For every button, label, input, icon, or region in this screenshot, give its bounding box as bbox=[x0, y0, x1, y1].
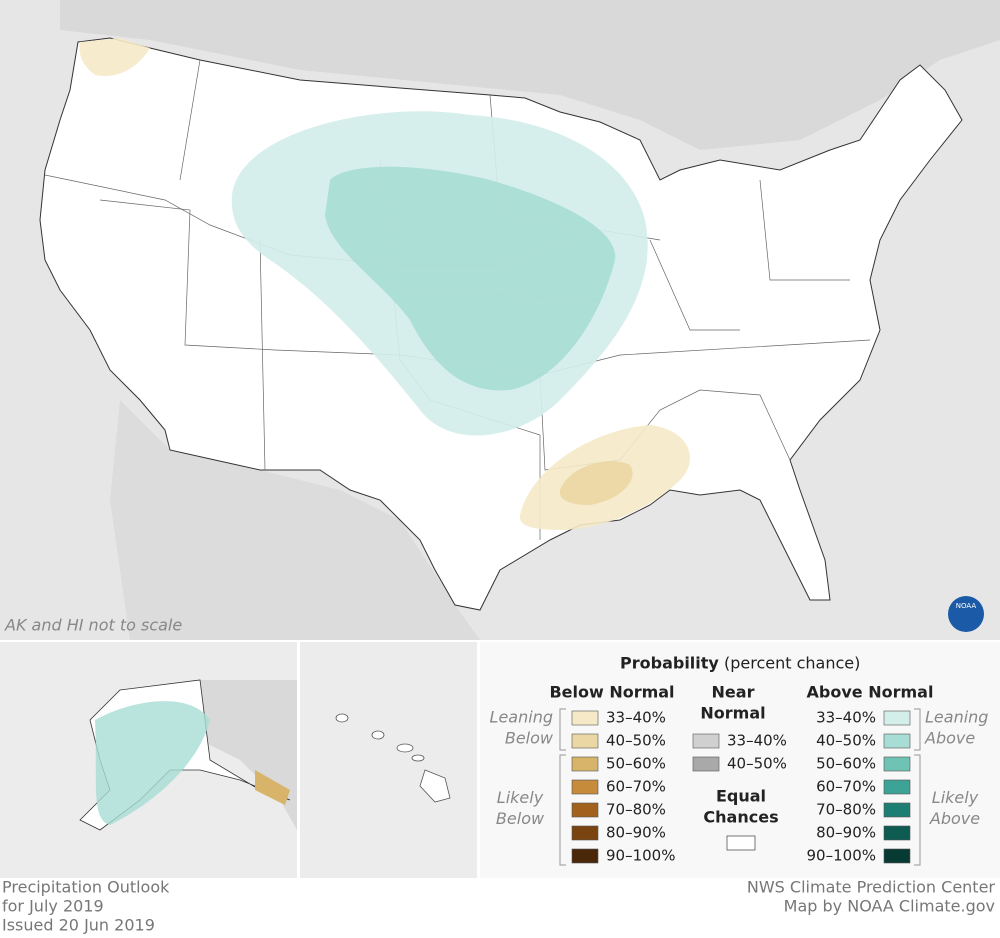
scale-note: AK and HI not to scale bbox=[4, 616, 182, 635]
hawaii-panel bbox=[300, 642, 477, 878]
noaa-logo bbox=[948, 596, 984, 632]
swatch bbox=[571, 848, 599, 864]
footer-left: Precipitation Outlook bbox=[2, 878, 170, 897]
swatch-label: 50–60% bbox=[816, 755, 876, 773]
canada bbox=[60, 0, 1000, 150]
swatch bbox=[571, 779, 599, 795]
swatch bbox=[571, 733, 599, 749]
likely-below-area bbox=[559, 461, 633, 505]
footer-left: Issued 20 Jun 2019 bbox=[2, 916, 155, 935]
group-label: Leaning bbox=[490, 708, 553, 727]
swatch bbox=[571, 710, 599, 726]
swatch-label: 80–90% bbox=[816, 824, 876, 842]
column-heading: Above Normal bbox=[807, 683, 934, 702]
swatch-label: 90–100% bbox=[606, 847, 675, 865]
swatch-label: 40–50% bbox=[727, 755, 787, 773]
swatch bbox=[883, 825, 911, 841]
likely-above-area bbox=[325, 166, 616, 391]
swatch bbox=[883, 733, 911, 749]
swatch bbox=[571, 756, 599, 772]
swatch bbox=[883, 802, 911, 818]
group-label: Above bbox=[929, 809, 980, 828]
hawaii bbox=[335, 713, 451, 803]
legend: Below Normal Leaning Below Likely Below 33–40… bbox=[490, 683, 988, 866]
logo-text: NOAA bbox=[956, 602, 977, 610]
swatch bbox=[692, 733, 720, 749]
legend-title: Probability bbox=[620, 654, 719, 673]
swatch-label: 70–80% bbox=[606, 801, 666, 819]
ak-above-area bbox=[95, 701, 210, 825]
swatch-label: 50–60% bbox=[606, 755, 666, 773]
swatch-label: 33–40% bbox=[606, 709, 666, 727]
group-label: Likely bbox=[932, 788, 979, 807]
column-heading: Below Normal bbox=[549, 683, 674, 702]
swatch bbox=[883, 848, 911, 864]
swatch-label: 90–100% bbox=[807, 847, 876, 865]
swatch bbox=[883, 779, 911, 795]
group-label: Above bbox=[924, 729, 975, 748]
footer-left: for July 2019 bbox=[2, 897, 104, 916]
swatch-label: 60–70% bbox=[606, 778, 666, 796]
legend-subtitle: (percent chance) bbox=[724, 654, 860, 673]
column-heading: Chances bbox=[703, 808, 778, 827]
swatch bbox=[883, 756, 911, 772]
column-heading: Normal bbox=[700, 704, 765, 723]
group-label: Likely bbox=[497, 788, 544, 807]
group-label: Leaning bbox=[925, 708, 988, 727]
swatch-label: 40–50% bbox=[816, 732, 876, 750]
swatch bbox=[571, 802, 599, 818]
swatch-label: 40–50% bbox=[606, 732, 666, 750]
bracket bbox=[559, 708, 566, 866]
swatch bbox=[883, 710, 911, 726]
group-label: Below bbox=[505, 729, 554, 748]
swatch-label: 70–80% bbox=[816, 801, 876, 819]
column-heading: Equal bbox=[716, 787, 766, 806]
swatch-label: 60–70% bbox=[816, 778, 876, 796]
wa-below-area bbox=[79, 38, 150, 76]
mexico bbox=[110, 400, 480, 640]
swatch bbox=[571, 825, 599, 841]
group-label: Below bbox=[496, 809, 545, 828]
swatch-label: 33–40% bbox=[816, 709, 876, 727]
footer-right: Map by NOAA Climate.gov bbox=[784, 897, 995, 916]
column-heading: Near bbox=[712, 683, 755, 702]
footer-right: NWS Climate Prediction Center bbox=[747, 878, 996, 897]
swatch-label: 33–40% bbox=[727, 732, 787, 750]
swatch bbox=[726, 835, 756, 851]
swatch bbox=[692, 756, 720, 772]
ak-below-area bbox=[255, 770, 290, 805]
bracket bbox=[914, 708, 921, 866]
swatch-label: 80–90% bbox=[606, 824, 666, 842]
